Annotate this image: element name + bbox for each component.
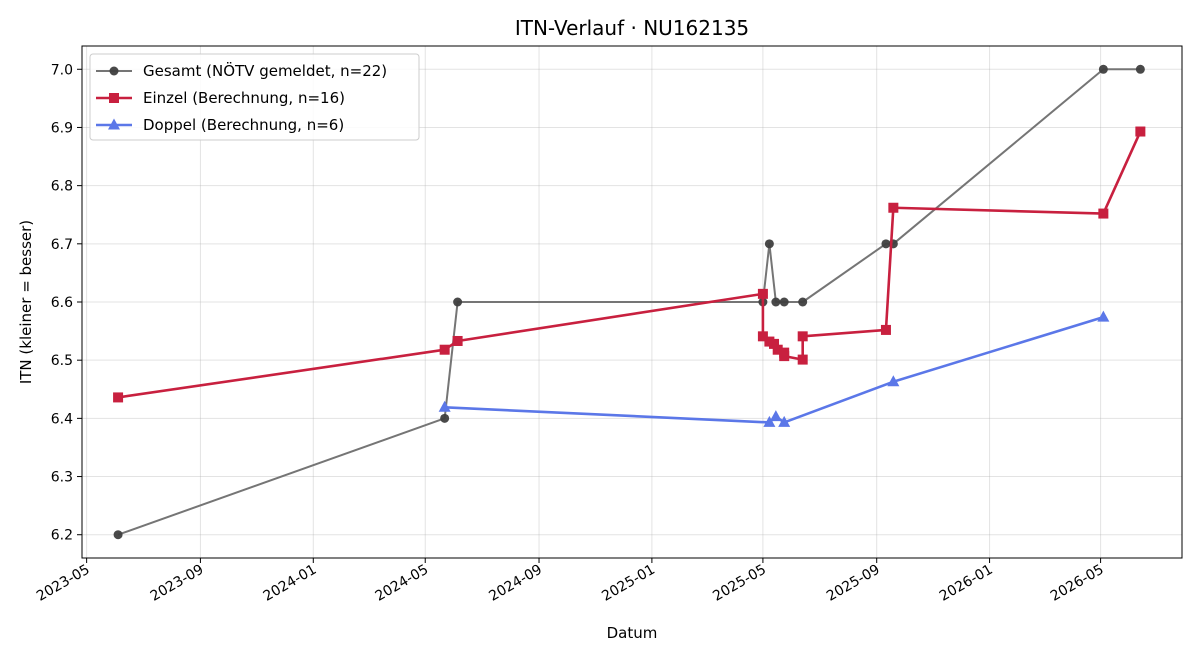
data-point-einzel: [1098, 208, 1109, 219]
data-point-doppel: [769, 410, 782, 422]
data-point-einzel: [452, 335, 463, 346]
data-point-doppel: [438, 400, 451, 412]
data-point-doppel: [1097, 310, 1110, 322]
y-tick-label: 6.8: [51, 179, 73, 195]
data-point-einzel: [113, 392, 124, 403]
data-point-einzel: [757, 288, 768, 299]
series-layer: [113, 64, 1146, 540]
series-doppel: [438, 310, 1110, 427]
legend-label-einzel: Einzel (Berechnung, n=16): [143, 89, 345, 107]
data-point-gesamt: [440, 413, 450, 423]
legend-marker-gesamt: [109, 66, 119, 76]
data-point-gesamt: [771, 297, 781, 307]
series-gesamt: [113, 64, 1145, 540]
legend-label-gesamt: Gesamt (NÖTV gemeldet, n=22): [143, 61, 387, 80]
y-tick-label: 6.7: [51, 237, 73, 253]
data-point-einzel: [880, 324, 891, 335]
legend: Gesamt (NÖTV gemeldet, n=22) Einzel (Bere…: [89, 53, 420, 141]
data-point-gesamt: [453, 297, 463, 307]
legend-marker-doppel: [108, 118, 120, 130]
data-point-doppel: [763, 415, 776, 427]
y-tick-label: 6.5: [51, 353, 73, 369]
y-axis: 6.2 6.3 6.4 6.5 6.6 6.7 6.8 6.9 7.0: [51, 62, 82, 544]
data-point-gesamt: [779, 297, 789, 307]
data-point-gesamt: [764, 239, 774, 249]
y-tick-label: 6.6: [51, 295, 73, 311]
data-point-gesamt: [1135, 64, 1145, 74]
data-point-einzel: [769, 338, 780, 349]
data-point-einzel: [772, 344, 783, 355]
data-point-einzel: [797, 331, 808, 342]
data-point-einzel: [1135, 126, 1146, 137]
legend-label-doppel: Doppel (Berechnung, n=6): [143, 116, 344, 134]
legend-box: [89, 53, 420, 141]
series-einzel: [113, 126, 1146, 403]
data-point-einzel: [888, 202, 899, 213]
data-point-gesamt: [798, 297, 808, 307]
y-tick-label: 6.9: [51, 120, 73, 136]
data-point-einzel: [797, 354, 808, 365]
legend-marker-einzel: [109, 93, 119, 103]
y-tick-label: 6.3: [51, 470, 73, 486]
y-tick-label: 6.2: [51, 528, 73, 544]
data-point-gesamt: [881, 239, 891, 249]
data-point-einzel: [439, 344, 450, 355]
data-point-einzel: [779, 351, 790, 362]
data-point-einzel: [757, 331, 768, 342]
data-point-doppel: [778, 415, 791, 427]
data-point-gesamt: [113, 530, 123, 540]
data-point-gesamt: [1098, 64, 1108, 74]
x-axis-label: Datum: [607, 624, 658, 642]
y-axis-label: ITN (kleiner = besser): [17, 220, 35, 384]
y-tick-label: 6.4: [51, 411, 73, 427]
data-point-doppel: [887, 375, 900, 387]
chart-title: ITN-Verlauf · NU162135: [515, 16, 749, 40]
y-tick-label: 7.0: [51, 62, 73, 78]
